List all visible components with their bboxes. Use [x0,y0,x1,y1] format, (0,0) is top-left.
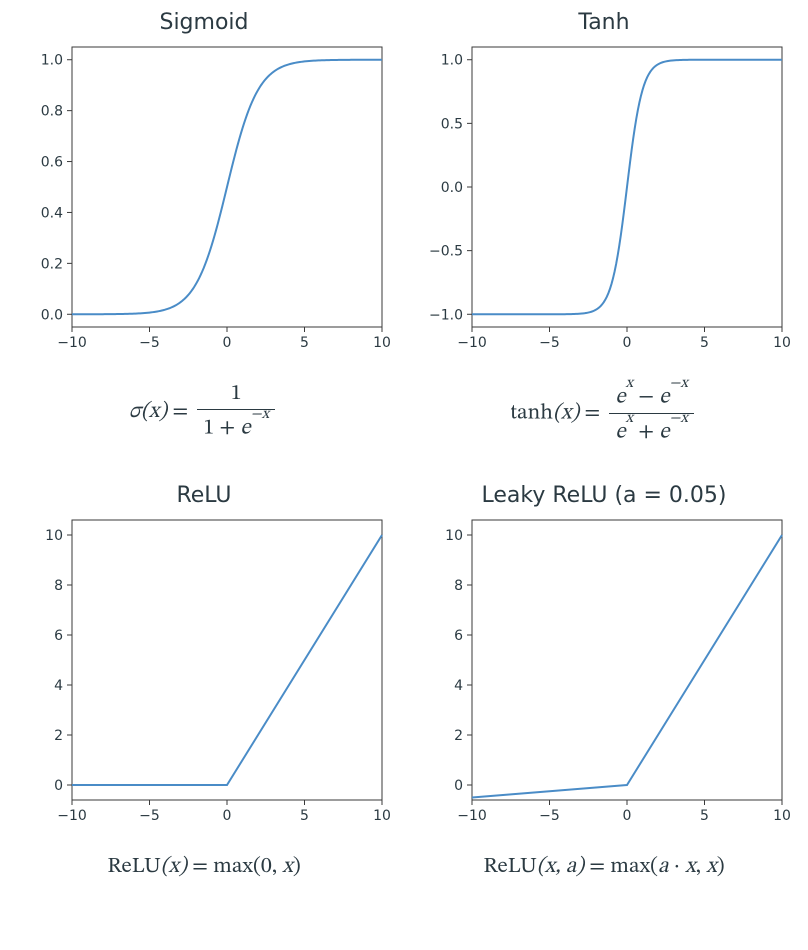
ytick-label: 4 [54,678,63,694]
xtick-label: 5 [700,808,709,824]
ytick-label: 0.0 [41,307,63,323]
leaky-curve [472,535,782,798]
tanh-title: Tanh [578,10,629,35]
ytick-label: 10 [45,528,63,544]
ytick-label: 0.8 [41,104,63,120]
xtick-label: −10 [457,335,487,351]
row-spacer [8,469,800,483]
xtick-label: −10 [57,808,87,824]
leaky-formula: ReLU(x, a) = max(a · x, x) [408,834,800,904]
ytick-label: 6 [54,628,63,644]
ytick-label: 4 [454,678,463,694]
sigmoid-formula: σ(x) = 11 + e−x [8,361,400,469]
ytick-label: 0.5 [441,116,463,132]
tanh-formula: tanh(x) = ex − e−xex + e−x [408,361,800,469]
ytick-label: −0.5 [429,244,463,260]
ytick-label: 2 [54,728,63,744]
xtick-label: 10 [773,808,791,824]
xtick-label: −5 [139,808,160,824]
relu-plot: −10 −5 0 5 10 0 2 4 6 8 10 [16,512,392,834]
ytick-label: 10 [445,528,463,544]
xtick-label: −5 [139,335,160,351]
xtick-label: 5 [700,335,709,351]
xtick-label: −10 [57,335,87,351]
xtick-label: 5 [300,335,309,351]
xtick-label: 10 [773,335,791,351]
leaky-plot: −10 −5 0 5 10 0 2 4 6 8 10 [416,512,792,834]
sigmoid-curve [72,60,382,315]
ytick-label: 0.6 [41,155,63,171]
sigmoid-title: Sigmoid [159,10,248,35]
leaky-title: Leaky ReLU (a = 0.05) [482,483,727,508]
relu-formula: ReLU(x) = max(0, x) [8,834,400,904]
sigmoid-plot: −10 −5 0 5 10 0.0 0.2 0.4 0.6 0.8 1.0 [16,39,392,361]
ytick-label: 1.0 [41,53,63,69]
ytick-label: 8 [54,578,63,594]
relu-curve [72,535,382,785]
tanh-curve [472,60,782,315]
ytick-label: 6 [454,628,463,644]
relu-title: ReLU [176,483,231,508]
xtick-label: −10 [457,808,487,824]
ytick-label: 8 [454,578,463,594]
tanh-plot: −10 −5 0 5 10 −1.0 −0.5 0.0 0.5 1.0 [416,39,792,361]
xtick-label: 10 [373,808,391,824]
xtick-label: 5 [300,808,309,824]
ytick-label: 2 [454,728,463,744]
chart-grid: Sigmoid −10 −5 0 5 10 0.0 0.2 0.4 0.6 0.8 1.0 Tanh −1… [0,0,808,915]
ytick-label: 0 [54,778,63,794]
leaky-panel: Leaky ReLU (a = 0.05) −10 −5 0 5 10 0 2 4 6 8 10 [408,483,800,834]
xtick-label: 0 [223,335,232,351]
relu-panel: ReLU −10 −5 0 5 10 0 2 4 6 8 10 [8,483,400,834]
ytick-label: −1.0 [429,307,463,323]
ytick-label: 0.2 [41,256,63,272]
xtick-label: 0 [623,335,632,351]
ytick-label: 0.4 [41,205,63,221]
xtick-label: 10 [373,335,391,351]
xtick-label: −5 [539,335,560,351]
xtick-label: 0 [623,808,632,824]
xtick-label: 0 [223,808,232,824]
ytick-label: 1.0 [441,53,463,69]
ytick-label: 0.0 [441,180,463,196]
sigmoid-panel: Sigmoid −10 −5 0 5 10 0.0 0.2 0.4 0.6 0.8 1.0 [8,10,400,361]
xtick-label: −5 [539,808,560,824]
ytick-label: 0 [454,778,463,794]
tanh-panel: Tanh −10 −5 0 5 10 −1.0 −0.5 0.0 0.5 1.0 [408,10,800,361]
